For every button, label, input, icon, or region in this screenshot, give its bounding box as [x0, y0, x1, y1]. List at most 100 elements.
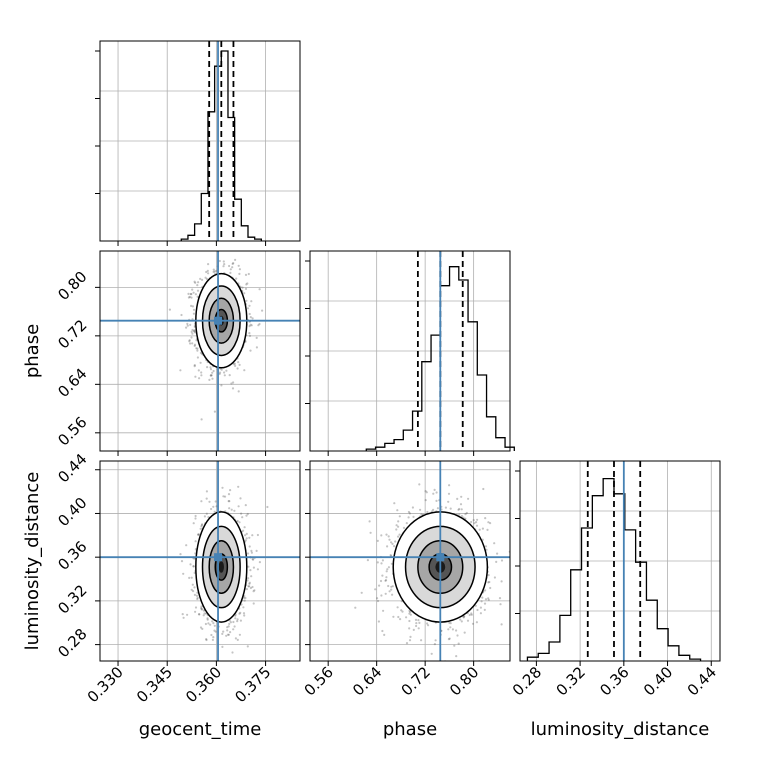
scatter-point: [246, 307, 250, 310]
scatter-point: [196, 356, 199, 359]
scatter-point: [245, 283, 248, 286]
scatter-point: [248, 582, 251, 585]
scatter-point: [208, 500, 211, 503]
scatter-point: [197, 533, 201, 536]
scatter-point: [205, 490, 208, 493]
x-tick-label-luminosity-distance: 0.32: [553, 663, 589, 699]
scatter-point: [448, 637, 451, 640]
scatter-point: [457, 508, 460, 511]
scatter-point: [407, 510, 410, 514]
xlabel-phase: phase: [383, 719, 437, 740]
scatter-point: [191, 305, 194, 308]
scatter-point: [380, 594, 383, 597]
scatter-point: [193, 343, 197, 346]
scatter-point: [426, 510, 429, 514]
scatter-point: [209, 374, 212, 377]
scatter-point: [455, 655, 458, 658]
scatter-point: [388, 538, 391, 541]
scatter-point: [205, 638, 208, 642]
scatter-point: [489, 586, 492, 590]
scatter-point: [196, 597, 199, 601]
y-tick-label-luminosity-distance: 0.40: [54, 494, 90, 530]
scatter-point: [449, 507, 452, 510]
scatter-point: [194, 540, 197, 543]
scatter-point: [223, 374, 226, 377]
scatter-point: [397, 525, 400, 528]
scatter-point: [188, 339, 191, 342]
scatter-point: [455, 629, 458, 632]
scatter-point: [471, 622, 475, 625]
scatter-point: [460, 495, 463, 498]
panel-geocent-time-vs-luminosity-distance: [100, 461, 300, 661]
scatter-point: [250, 575, 253, 578]
scatter-point: [196, 289, 200, 292]
scatter-point: [258, 561, 261, 564]
scatter-point: [249, 569, 252, 572]
scatter-point: [228, 500, 231, 503]
scatter-point: [252, 558, 255, 561]
scatter-point: [246, 512, 249, 516]
scatter-point: [488, 580, 491, 584]
x-tick-label-phase: 0.72: [398, 663, 434, 699]
scatter-point: [231, 387, 235, 390]
scatter-point: [245, 588, 248, 591]
panel-frame: [99, 250, 301, 452]
scatter-point: [197, 613, 201, 616]
scatter-point: [376, 561, 379, 564]
x-tick-label-phase: 0.56: [301, 663, 337, 699]
scatter-point: [378, 584, 381, 587]
scatter-point: [190, 330, 193, 333]
scatter-point: [232, 262, 235, 265]
scatter-point: [253, 589, 256, 592]
scatter-point: [258, 322, 261, 326]
scatter-point: [408, 639, 412, 642]
scatter-point: [459, 503, 463, 506]
scatter-point: [381, 574, 384, 577]
scatter-point: [409, 613, 412, 616]
scatter-point: [384, 579, 387, 582]
scatter-point: [436, 507, 439, 510]
scatter-point: [215, 505, 218, 508]
scatter-point: [232, 628, 235, 631]
scatter-point: [456, 497, 459, 500]
scatter-point: [473, 522, 476, 525]
panel-frames: [99, 40, 721, 662]
scatter-point: [243, 526, 246, 529]
scatter-point: [397, 520, 400, 523]
scatter-point: [238, 633, 241, 636]
scatter-point: [248, 585, 251, 588]
scatter-point: [211, 638, 214, 642]
scatter-point: [449, 622, 452, 625]
scatter-point: [238, 521, 241, 524]
scatter-point: [222, 630, 225, 633]
scatter-point: [242, 529, 245, 532]
scatter-point: [516, 556, 518, 558]
scatter-point: [460, 508, 463, 511]
scatter-point: [207, 263, 210, 266]
scatter-point: [415, 624, 418, 628]
scatter-point: [241, 286, 244, 289]
scatter-point: [426, 622, 429, 625]
scatter-point: [238, 272, 241, 275]
scatter-point: [244, 273, 248, 276]
scatter-point: [412, 515, 415, 519]
scatter-point: [227, 493, 231, 496]
scatter-point: [395, 524, 398, 527]
scatter-point: [420, 513, 423, 516]
y-tick-label-luminosity-distance: 0.44: [54, 450, 90, 486]
x-tick-label-geocent-time: 0.375: [231, 663, 274, 706]
scatter-point: [196, 347, 199, 350]
scatter-point: [200, 374, 203, 377]
scatter-point: [168, 308, 171, 311]
scatter-point: [193, 330, 196, 333]
scatter-point: [211, 371, 214, 374]
scatter-point: [447, 638, 450, 641]
scatter-point: [487, 574, 490, 577]
scatter-point: [198, 613, 201, 616]
scatter-point: [229, 271, 232, 274]
scatter-point: [248, 536, 251, 539]
scatter-point: [200, 607, 203, 611]
scatter-point: [463, 631, 466, 634]
scatter-point: [232, 620, 235, 624]
scatter-point: [472, 519, 475, 522]
